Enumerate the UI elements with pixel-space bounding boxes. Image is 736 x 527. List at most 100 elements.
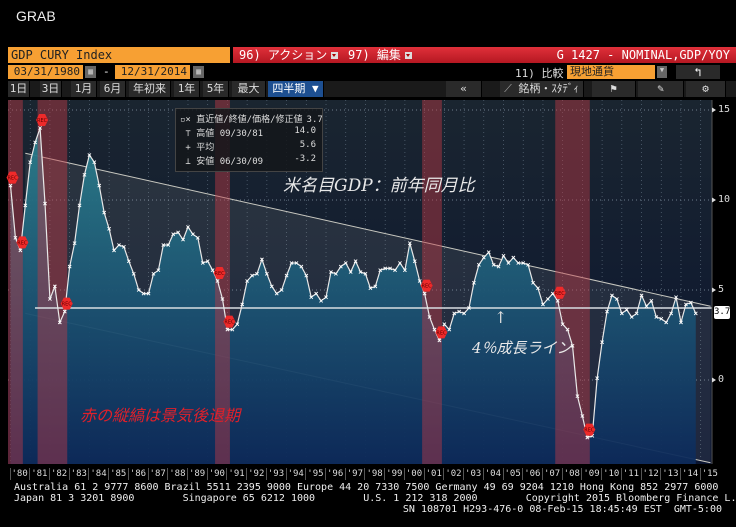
data-point [457,309,462,314]
data-point [353,259,358,264]
data-point [531,280,535,285]
data-point [131,271,136,276]
footer-contacts-2: Japan 81 3 3201 8900 Singapore 65 6212 1… [14,493,736,504]
data-point [18,248,23,253]
range-1d-button[interactable]: 1日 [8,81,30,97]
range-5y-button[interactable]: 5年 [203,81,229,97]
x-tick-label: '90 [206,468,225,480]
range-1m-button[interactable]: 1月 [71,81,97,97]
data-point [28,160,33,165]
data-point [141,291,146,296]
legend-low-value: -3.2 [294,154,316,164]
data-point [126,259,131,264]
data-point [462,311,466,316]
x-tick-label: '86 [127,468,147,480]
data-point [442,322,447,327]
data-point [304,273,309,278]
edit-menu[interactable]: 97) 編集 [348,47,412,63]
low-marker-icon: ⊥ [180,157,191,167]
data-point [23,203,28,208]
data-point [225,327,230,332]
range-3d-button[interactable]: 3日 [40,81,62,97]
x-tick-label: '96 [325,468,344,480]
range-6m-button[interactable]: 6月 [100,81,126,97]
calendar-icon[interactable]: ▦ [193,66,204,78]
calendar-icon[interactable]: ▦ [85,66,96,78]
end-date-field[interactable]: 12/31/2014 [115,65,190,79]
data-point [240,302,245,307]
compare-button[interactable]: 11) 比較 [515,67,564,80]
range-max-button[interactable]: 最大 [232,81,266,97]
recession-marker-label: REC [584,428,595,434]
footer-session-info: SN 108701 H293-476-0 08-Feb-15 18:45:49 … [402,504,722,515]
x-tick-label: '13 [660,468,679,480]
x-tick-label: '11 [620,468,640,480]
x-tick-label: '97 [344,468,363,480]
action-menu[interactable]: 96) アクション [239,47,339,63]
data-point [97,183,102,188]
data-point [338,264,343,269]
recession-marker-label: REC [62,302,73,308]
start-date-field[interactable]: 03/31/1980 [8,65,83,79]
data-point [343,261,348,265]
flag-button[interactable]: ⚑ [592,81,636,97]
legend-last-label: 直近値/終値/価格/修正値 [196,115,303,125]
data-point [67,264,72,269]
recession-marker-label: REC [214,271,225,277]
x-tick-label: '12 [640,468,659,480]
x-tick-label: '92 [246,468,265,480]
data-point [250,273,254,278]
data-point [57,320,62,325]
currency-select[interactable]: 現地通貨 [567,65,655,79]
recession-marker-label: REC [7,176,18,182]
data-point [87,153,92,157]
data-point [329,270,333,274]
data-point [151,271,156,276]
ticker-field[interactable]: GDP CURY Index [8,47,230,63]
trend-channel-upper [25,152,711,307]
back-button[interactable]: ↰ [676,65,720,79]
data-point [447,327,452,332]
data-point [624,307,629,312]
data-point [186,225,190,229]
high-marker-icon: ⊤ [180,129,191,139]
data-point [279,288,284,292]
x-tick-label: '91 [226,468,245,480]
edit-button[interactable]: ✎ [638,81,684,97]
dropdown-arrow-icon [331,52,339,59]
gdp-chart[interactable]: REC REC REC REC REC REC REC REC REC REC [0,98,736,468]
data-point [614,297,619,301]
recession-marker-icon [435,326,448,339]
data-point [348,270,353,274]
collapse-button[interactable]: « [446,81,482,97]
y-tick-label: 15 [718,104,731,115]
x-tick-label: '08 [561,468,580,480]
data-point [363,271,368,276]
settings-button[interactable]: ⚙ [686,81,726,97]
data-point [215,279,220,283]
recession-band [422,100,442,464]
data-point [294,261,299,265]
currency-dropdown-arrow-icon[interactable]: ▼ [657,66,667,78]
data-point [634,311,639,316]
data-point [452,311,457,316]
data-point [72,241,77,246]
data-point [437,338,442,343]
data-point [585,435,590,440]
range-ytd-button[interactable]: 年初来 [129,81,171,97]
data-point [402,268,407,273]
y-tick-label: 0 [718,374,725,385]
series-line [9,127,697,439]
data-point [407,241,412,246]
legend-high: ⊤ 高値 09/30/81 [180,126,263,139]
period-select[interactable]: 四半期 ▼ [268,81,324,97]
studies-button[interactable]: ⟋ 銘柄・ｽﾀﾃﾞｨ [500,81,584,97]
y-tick-label: 5 [718,284,725,295]
data-point [654,315,659,319]
last-value-badge: 3.7 [714,306,731,319]
legend-avg: + 平均 [180,140,214,153]
range-1y-button[interactable]: 1年 [174,81,200,97]
recession-marker-label: REC [17,240,28,246]
data-point [368,286,373,291]
legend-last-icon: ▫× [180,115,191,125]
